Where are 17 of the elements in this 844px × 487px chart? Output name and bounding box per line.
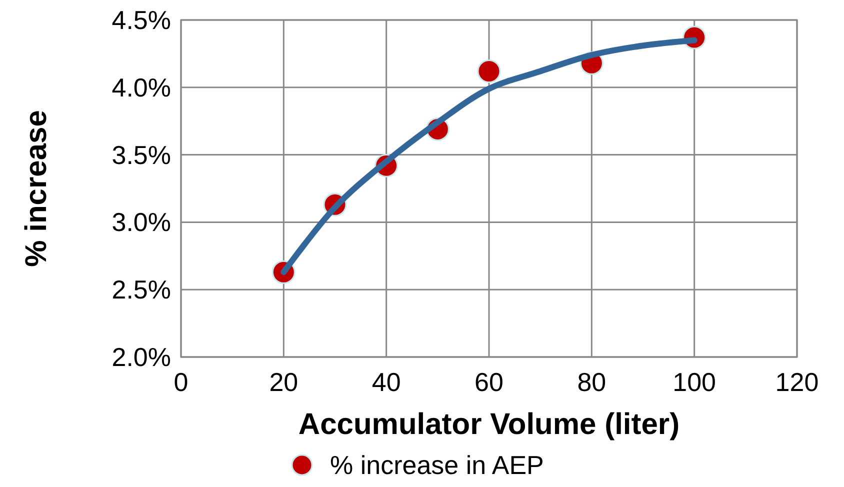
point bbox=[477, 59, 501, 83]
x-tick-label: 60 bbox=[474, 367, 504, 397]
x-tick-label: 80 bbox=[577, 367, 606, 397]
x-tick-label: 120 bbox=[775, 367, 819, 397]
x-tick-label: 20 bbox=[269, 367, 298, 397]
x-tick-label: 0 bbox=[174, 367, 188, 397]
y-tick-label: 3.0% bbox=[112, 207, 171, 238]
y-tick-label: 4.5% bbox=[112, 5, 171, 35]
x-axis-title: Accumulator Volume (liter) bbox=[298, 408, 680, 441]
y-tick-label: 2.0% bbox=[112, 342, 171, 372]
y-tick-label: 4.0% bbox=[112, 72, 171, 102]
legend-label: % increase in AEP bbox=[330, 450, 544, 480]
x-tick-label: 40 bbox=[372, 367, 401, 397]
y-tick-label: 3.5% bbox=[112, 140, 171, 170]
x-tick-label: 100 bbox=[672, 367, 716, 397]
y-tick-label: 2.5% bbox=[112, 274, 171, 305]
y-axis-title: % increase bbox=[20, 110, 53, 267]
